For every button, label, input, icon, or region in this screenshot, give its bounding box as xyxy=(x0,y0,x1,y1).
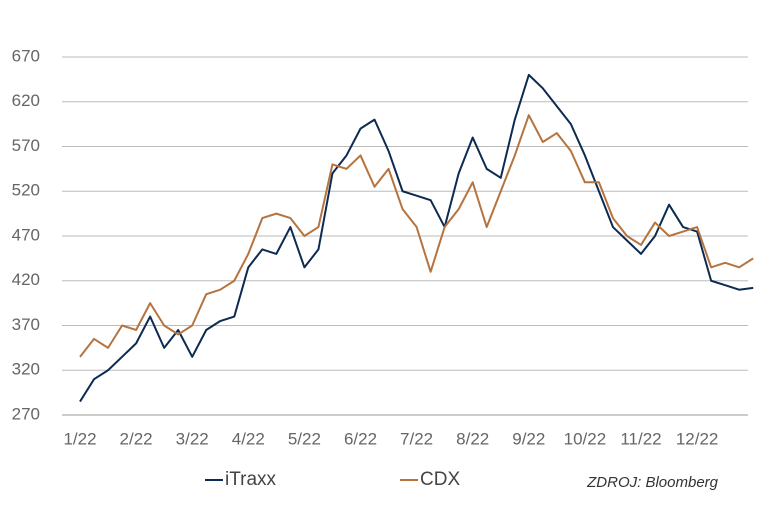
x-tick-label: 4/22 xyxy=(232,429,265,448)
x-tick-label: 5/22 xyxy=(288,429,321,448)
x-tick-label: 7/22 xyxy=(400,429,433,448)
x-tick-label: 11/22 xyxy=(620,429,661,448)
x-tick-label: 9/22 xyxy=(512,429,545,448)
legend-label: iTraxx xyxy=(225,469,277,490)
x-tick-label: 2/22 xyxy=(120,429,153,448)
x-tick-label: 1/22 xyxy=(63,429,96,448)
y-tick-label: 470 xyxy=(12,225,40,244)
x-tick-label: 3/22 xyxy=(176,429,209,448)
y-tick-label: 620 xyxy=(12,91,40,110)
y-tick-label: 420 xyxy=(12,270,40,289)
y-tick-label: 570 xyxy=(12,136,40,155)
series-line xyxy=(79,114,754,358)
y-tick-label: 270 xyxy=(12,404,40,423)
x-tick-label: 12/22 xyxy=(676,429,719,448)
source-note: ZDROJ: Bloomberg xyxy=(586,474,719,491)
series-line xyxy=(79,73,754,403)
y-tick-label: 320 xyxy=(12,360,40,379)
y-tick-label: 670 xyxy=(12,46,40,65)
x-tick-label: 10/22 xyxy=(564,429,607,448)
x-tick-label: 8/22 xyxy=(456,429,489,448)
y-tick-label: 370 xyxy=(12,315,40,334)
legend-label: CDX xyxy=(420,469,460,490)
x-tick-label: 6/22 xyxy=(344,429,377,448)
y-tick-label: 520 xyxy=(12,181,40,200)
